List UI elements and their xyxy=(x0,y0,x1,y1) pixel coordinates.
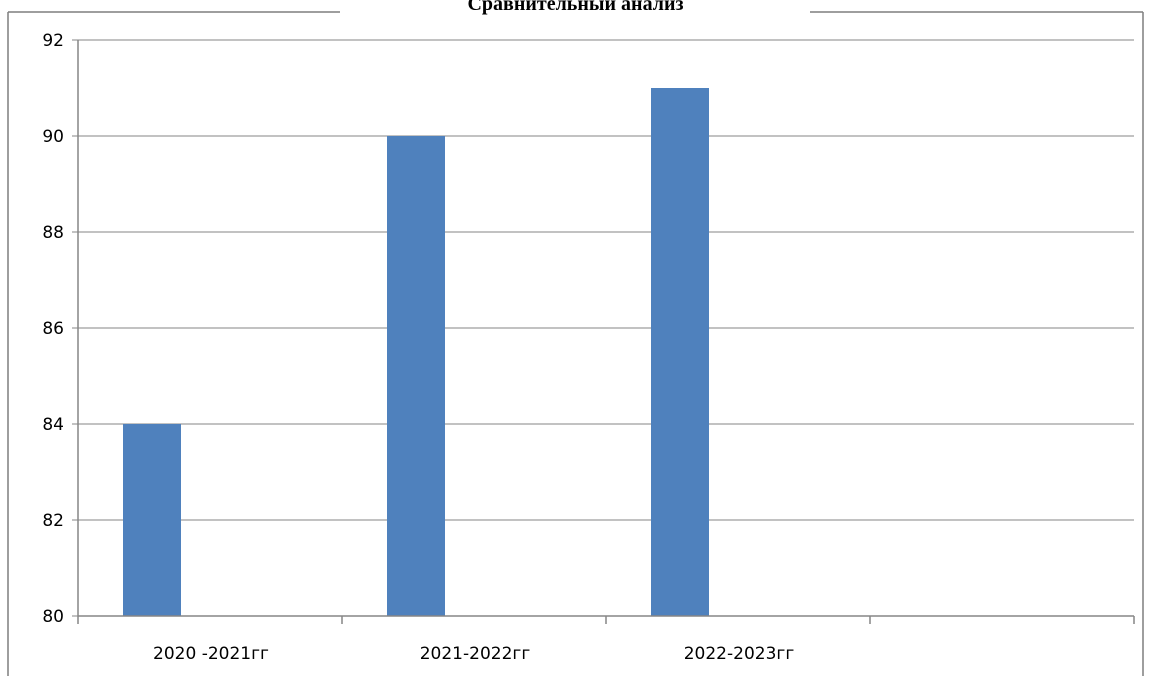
x-tick-label: 2020 -2021гг xyxy=(153,644,269,664)
x-tick-label: 2021-2022гг xyxy=(420,644,531,664)
y-tick-label: 90 xyxy=(42,127,64,147)
chart-title: Сравнительный анализ xyxy=(467,0,684,15)
x-tick-label: 2022-2023гг xyxy=(684,644,795,664)
y-tick-label: 86 xyxy=(42,319,64,339)
y-tick-label: 82 xyxy=(42,511,64,531)
y-tick-label: 84 xyxy=(42,415,64,435)
y-tick-label: 80 xyxy=(42,607,64,627)
bar xyxy=(387,136,445,616)
y-tick-label: 92 xyxy=(42,31,64,51)
bar xyxy=(651,88,709,616)
bar xyxy=(123,424,181,616)
y-tick-label: 88 xyxy=(42,223,64,243)
